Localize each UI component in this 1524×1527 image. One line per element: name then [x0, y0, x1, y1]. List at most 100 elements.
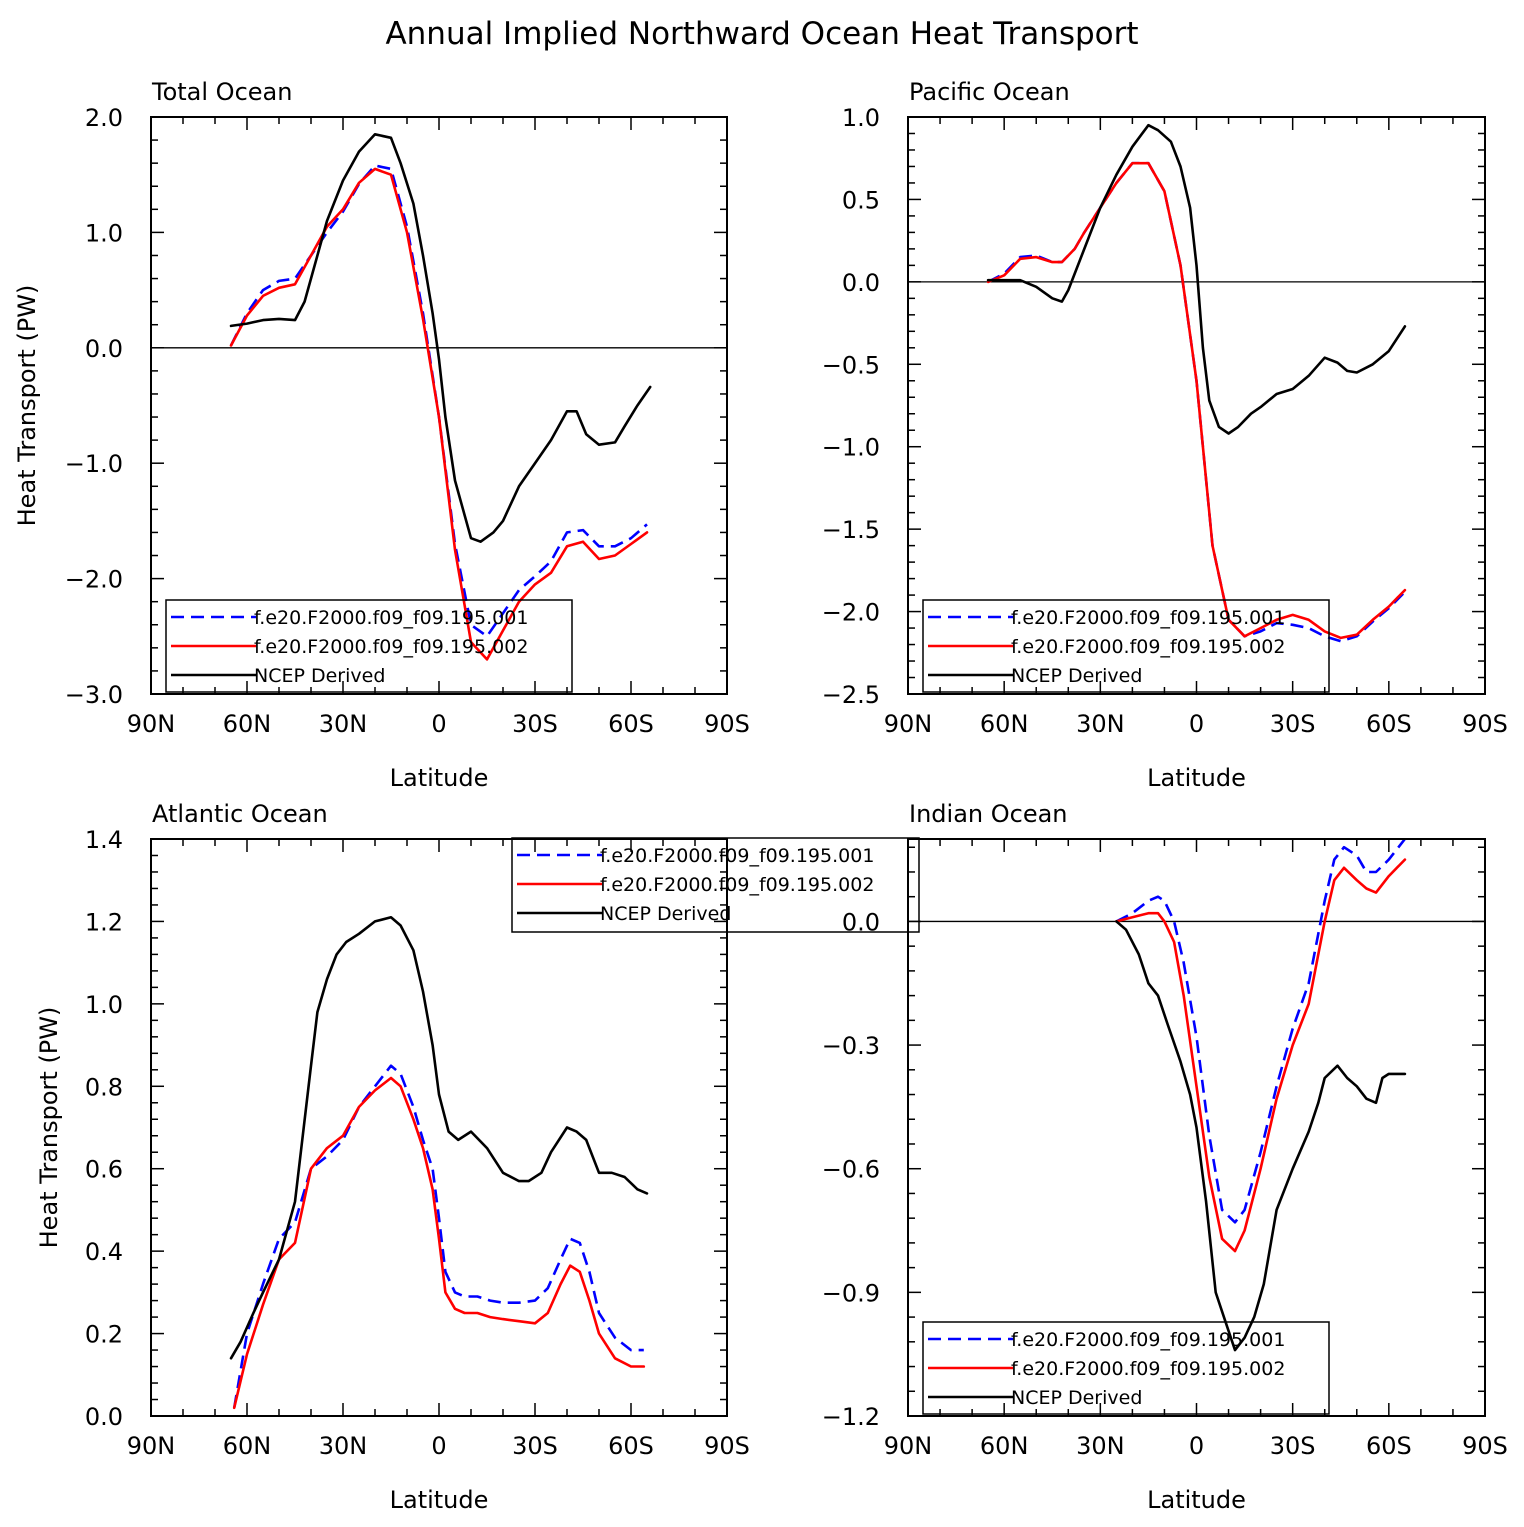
x-axis-label: Latitude	[390, 1486, 489, 1514]
panel-title: Total Ocean	[151, 78, 292, 106]
y-tick-label: −0.3	[822, 1032, 880, 1060]
legend-entry: NCEP Derived	[1011, 665, 1142, 687]
x-tick-label: 30S	[1270, 710, 1316, 738]
panel-total-ocean: Total Ocean 90N 60N 30N 0 30S 60S 90S Latitude 2.…	[13, 78, 750, 792]
panel-title: Atlantic Ocean	[152, 800, 328, 828]
series-line-2	[229, 167, 649, 661]
series-line-2	[986, 161, 1407, 640]
y-tick-label: 0.2	[85, 1321, 123, 1349]
x-tick-label: 90S	[1462, 1432, 1508, 1460]
y-tick-label: −0.9	[822, 1279, 880, 1307]
x-axis: 90N 60N 30N 0 30S 60S 90S Latitude	[127, 117, 750, 792]
panel-title: Indian Ocean	[909, 800, 1068, 828]
series-line-3	[229, 915, 649, 1360]
y-tick-label: 1.0	[85, 991, 123, 1019]
x-tick-label: 90N	[127, 710, 176, 738]
series-line-1	[987, 161, 1406, 643]
y-tick-label: −3.0	[65, 681, 123, 709]
legend-box	[165, 599, 573, 693]
x-axis-label: Latitude	[390, 764, 489, 792]
legend-entry: NCEP Derived	[254, 665, 385, 687]
series-line-3	[986, 123, 1407, 435]
legend-entry: f.e20.F2000.f09_f09.195.001	[1011, 1329, 1285, 1351]
x-tick-label: 90S	[704, 1432, 750, 1460]
panel-title: Pacific Ocean	[909, 78, 1070, 106]
y-tick-label: 0.0	[85, 335, 123, 363]
x-tick-label: 60S	[1366, 1432, 1412, 1460]
x-tick-label: 0	[1189, 710, 1204, 738]
y-tick-label: −2.5	[822, 681, 880, 709]
y-tick-label: −2.0	[822, 599, 880, 627]
y-tick-label: 0.4	[85, 1238, 123, 1266]
y-tick-label: −1.5	[822, 516, 880, 544]
legend: f.e20.F2000.f09_f09.195.001 f.e20.F2000.f…	[922, 599, 1330, 693]
x-tick-label: 60N	[980, 710, 1029, 738]
legend-entry: NCEP Derived	[600, 903, 731, 925]
y-axis: 1.4 1.2 1.0 0.8 0.6 0.4 0.2 0.0 Heat Transport (…	[35, 826, 727, 1431]
legend-box	[511, 837, 920, 933]
x-tick-label: 30N	[1076, 710, 1125, 738]
y-tick-label: 1.4	[85, 826, 123, 854]
series-line-1	[232, 1064, 644, 1409]
y-tick-label: 0.0	[842, 908, 880, 936]
panel-indian-ocean: Indian Ocean 90N 60N 30N 0 30S 60S 90S Latitude 0…	[822, 800, 1508, 1514]
y-tick-label: 0.6	[85, 1156, 123, 1184]
x-axis: 90N 60N 30N 0 30S 60S 90S Latitude	[884, 839, 1508, 1514]
y-tick-label: 1.0	[85, 219, 123, 247]
panel-atlantic-ocean: Atlantic Ocean 90N 60N 30N 0 30S 60S 90S Latitud…	[35, 800, 920, 1514]
x-tick-label: 60S	[608, 1432, 654, 1460]
x-tick-label: 0	[1189, 1432, 1204, 1460]
y-tick-label: −0.6	[822, 1156, 880, 1184]
y-tick-label: 0.8	[85, 1073, 123, 1101]
x-tick-label: 60S	[1366, 710, 1412, 738]
x-axis: 90N 60N 30N 0 30S 60S 90S Latitude	[884, 117, 1508, 792]
legend-box	[922, 599, 1330, 693]
legend-box	[922, 1321, 1330, 1415]
y-axis: 1.0 0.5 0.0 −0.5 −1.0 −1.5 −2.0 −2.5	[822, 104, 1485, 709]
x-tick-label: 90S	[1462, 710, 1508, 738]
x-tick-label: 30N	[319, 1432, 368, 1460]
panel-pacific-ocean: Pacific Ocean 90N 60N 30N 0 30S 60S 90S Latitude…	[822, 78, 1508, 792]
y-tick-label: −1.2	[822, 1403, 880, 1431]
legend-entry: f.e20.F2000.f09_f09.195.001	[254, 607, 528, 629]
x-tick-label: 90N	[884, 1432, 933, 1460]
legend-entry: f.e20.F2000.f09_f09.195.001	[1011, 607, 1285, 629]
y-tick-label: 0.5	[842, 186, 880, 214]
series-line-2	[232, 1076, 646, 1410]
x-tick-label: 60S	[608, 710, 654, 738]
legend-entry: f.e20.F2000.f09_f09.195.002	[1011, 636, 1285, 658]
series-line-1	[1115, 838, 1406, 1224]
series-lines	[1115, 838, 1407, 1352]
series-lines	[229, 915, 649, 1410]
y-tick-label: −2.0	[65, 566, 123, 594]
y-tick-label: 0.0	[85, 1403, 123, 1431]
legend-entry: f.e20.F2000.f09_f09.195.001	[600, 845, 874, 867]
legend-entry: f.e20.F2000.f09_f09.195.002	[600, 874, 874, 896]
y-tick-label: 2.0	[85, 104, 123, 132]
legend-entry: f.e20.F2000.f09_f09.195.002	[1011, 1358, 1285, 1380]
y-axis: 2.0 1.0 0.0 −1.0 −2.0 −3.0 Heat Transport (PW)	[13, 104, 727, 709]
legend: f.e20.F2000.f09_f09.195.001 f.e20.F2000.f…	[922, 1321, 1330, 1415]
x-tick-label: 30N	[319, 710, 368, 738]
x-tick-label: 30N	[1076, 1432, 1125, 1460]
y-tick-label: −0.5	[822, 351, 880, 379]
legend-entry: f.e20.F2000.f09_f09.195.002	[254, 636, 528, 658]
x-tick-label: 60N	[223, 1432, 272, 1460]
legend-entry: NCEP Derived	[1011, 1387, 1142, 1409]
x-tick-label: 60N	[223, 710, 272, 738]
chart-panels: Total Ocean 90N 60N 30N 0 30S 60S 90S Latitude 2.…	[13, 78, 1508, 1514]
y-tick-label: 1.0	[842, 104, 880, 132]
y-axis: 0.0 −0.3 −0.6 −0.9 −1.2	[822, 846, 1485, 1431]
figure-title: Annual Implied Northward Ocean Heat Tran…	[385, 16, 1138, 52]
series-lines	[986, 123, 1407, 643]
x-tick-label: 0	[431, 710, 446, 738]
x-tick-label: 60N	[980, 1432, 1029, 1460]
x-tick-label: 90N	[127, 1432, 176, 1460]
series-lines	[229, 133, 652, 661]
series-line-3	[229, 133, 652, 544]
y-axis-label: Heat Transport (PW)	[13, 285, 41, 527]
y-tick-label: −1.0	[822, 434, 880, 462]
x-tick-label: 0	[431, 1432, 446, 1460]
series-line-1	[229, 164, 648, 638]
